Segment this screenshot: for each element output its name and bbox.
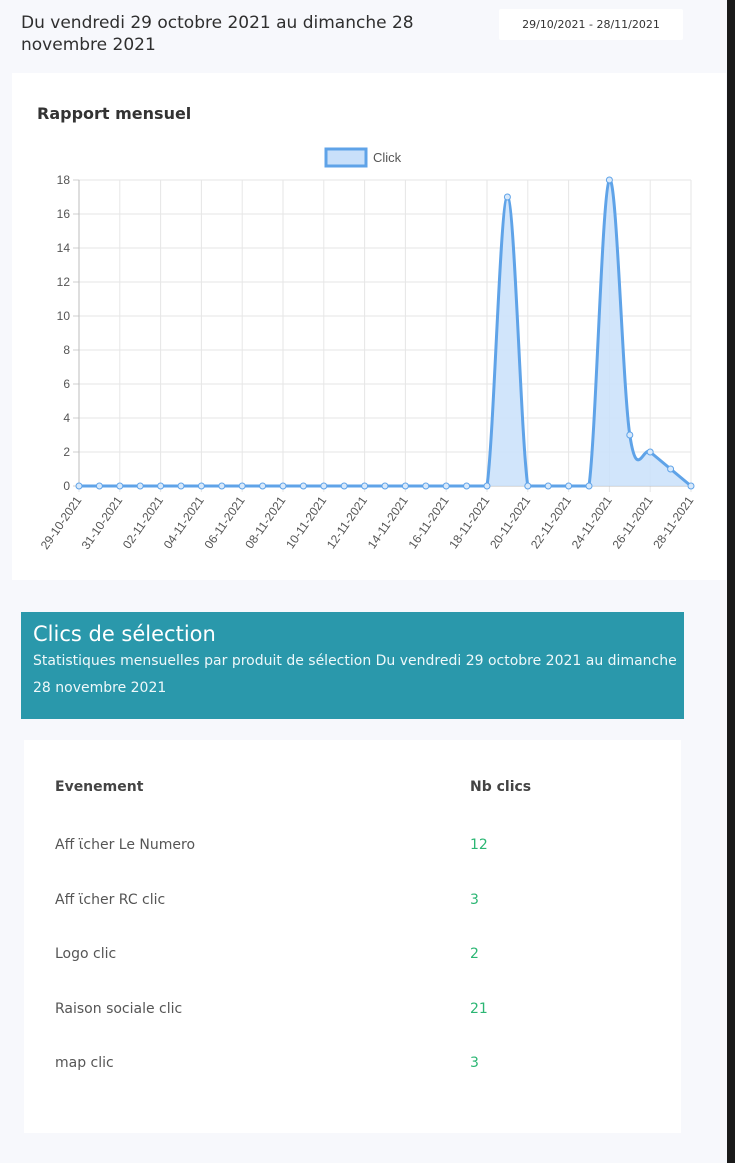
x-tick-label: 10-11-2021	[283, 493, 329, 551]
chart-title: Rapport mensuel	[37, 104, 192, 123]
y-tick-label: 10	[57, 309, 71, 323]
data-point	[320, 482, 328, 490]
selection-title: Clics de sélection	[33, 622, 216, 646]
data-point	[646, 448, 654, 456]
x-tick-label: 14-11-2021	[365, 493, 411, 551]
x-tick-label: 20-11-2021	[487, 493, 533, 551]
data-point	[442, 482, 450, 490]
clicks-table: Evenement Nb clics Aff ϊcher Le Numero 1…	[24, 740, 681, 1133]
y-tick-label: 0	[63, 479, 70, 493]
x-tick-label: 24-11-2021	[569, 493, 615, 551]
data-point	[116, 482, 124, 490]
x-tick-label: 12-11-2021	[324, 493, 370, 551]
y-tick-label: 16	[57, 207, 71, 221]
data-point	[422, 482, 430, 490]
series-area	[79, 179, 691, 486]
data-point	[177, 482, 185, 490]
data-point	[75, 482, 83, 490]
x-tick-label: 16-11-2021	[405, 493, 451, 551]
selection-subtitle: Statistiques mensuelles par produit de s…	[33, 653, 677, 696]
x-tick-label: 26-11-2021	[609, 493, 655, 551]
window-edge	[727, 0, 735, 1163]
data-point	[197, 482, 205, 490]
y-tick-label: 18	[57, 173, 71, 187]
y-tick-label: 4	[63, 411, 70, 425]
data-point	[565, 482, 573, 490]
row-clicks: 12	[470, 837, 488, 853]
x-tick-label: 22-11-2021	[528, 493, 574, 551]
row-event: Logo clic	[55, 946, 117, 962]
x-tick-label: 29-10-2021	[38, 493, 85, 552]
x-tick-label: 04-11-2021	[161, 493, 207, 551]
data-point	[340, 482, 348, 490]
y-tick-label: 8	[63, 343, 70, 357]
row-clicks: 3	[470, 1055, 479, 1071]
table-row: map clic 3	[24, 1055, 681, 1081]
date-range-picker[interactable]: 29/10/2021 - 28/11/2021	[499, 9, 683, 40]
table-row: Raison sociale clic 21	[24, 1001, 681, 1027]
y-tick-label: 2	[63, 445, 70, 459]
data-point	[626, 431, 634, 439]
click-chart: 0 2 4 6 8 10 12 14 16 18 29-10-202131-10-202102-11…	[38, 147, 697, 552]
data-point	[361, 482, 369, 490]
data-point	[157, 482, 165, 490]
row-clicks: 21	[470, 1001, 488, 1017]
data-point	[667, 465, 675, 473]
x-tick-label: 28-11-2021	[650, 493, 696, 551]
data-point	[381, 482, 389, 490]
legend-swatch	[324, 147, 368, 168]
data-point	[605, 176, 613, 184]
data-point	[95, 482, 103, 490]
row-event: Raison sociale clic	[55, 1001, 183, 1017]
table-header: Evenement Nb clics	[24, 779, 681, 805]
data-point	[483, 482, 491, 490]
row-clicks: 3	[470, 892, 479, 908]
row-event: Aff ϊcher RC clic	[55, 892, 166, 908]
table-row: Aff ϊcher RC clic 3	[24, 892, 681, 918]
row-event: map clic	[55, 1055, 114, 1071]
data-point	[218, 482, 226, 490]
data-point	[687, 482, 695, 490]
monthly-report-card: Rapport mensuel 0 2 4 6 8 10 12 14 16 18 29-10-202…	[12, 73, 726, 580]
x-tick-label: 18-11-2021	[446, 493, 492, 551]
y-tick-label: 14	[57, 241, 71, 255]
selection-banner: Clics de sélection Statistiques mensuell…	[21, 612, 684, 719]
page-title: Du vendredi 29 octobre 2021 au dimanche …	[21, 13, 414, 55]
data-point	[544, 482, 552, 490]
x-tick-label: 06-11-2021	[201, 493, 247, 551]
y-tick-label: 6	[63, 377, 70, 391]
data-point	[279, 482, 287, 490]
y-tick-label: 12	[57, 275, 71, 289]
row-event: Aff ϊcher Le Numero	[55, 837, 196, 853]
x-tick-label: 02-11-2021	[120, 493, 166, 551]
data-point	[259, 482, 267, 490]
data-point	[401, 482, 409, 490]
x-tick-label: 31-10-2021	[79, 493, 126, 552]
data-point	[524, 482, 532, 490]
table-row: Aff ϊcher Le Numero 12	[24, 837, 681, 863]
row-clicks: 2	[470, 946, 479, 962]
header-clicks: Nb clics	[470, 779, 532, 795]
data-point	[463, 482, 471, 490]
header-event: Evenement	[55, 779, 144, 795]
data-point	[238, 482, 246, 490]
data-point	[503, 193, 511, 201]
table-row: Logo clic 2	[24, 946, 681, 972]
data-point	[136, 482, 144, 490]
x-tick-label: 08-11-2021	[242, 493, 288, 551]
legend-label: Click	[373, 150, 402, 165]
data-point	[585, 482, 593, 490]
data-point	[299, 482, 307, 490]
